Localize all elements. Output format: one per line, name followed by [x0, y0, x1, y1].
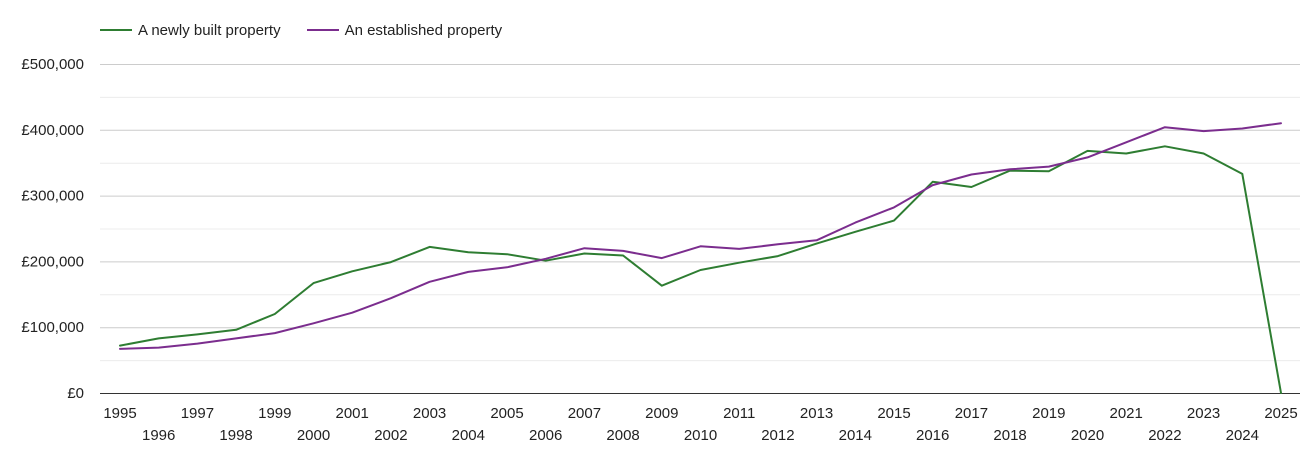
x-tick-label: 2002	[374, 427, 407, 444]
y-tick-label: £500,000	[21, 56, 84, 73]
x-tick-label: 2018	[993, 427, 1026, 444]
x-tick-label: 2022	[1148, 427, 1181, 444]
x-tick-label: 2024	[1226, 427, 1259, 444]
x-tick-label: 2008	[606, 427, 639, 444]
x-tick-label: 2004	[452, 427, 485, 444]
x-tick-label: 2000	[297, 427, 330, 444]
legend-swatch-established	[306, 29, 339, 31]
x-tick-label: 2012	[761, 427, 794, 444]
x-tick-label: 1999	[258, 405, 291, 422]
x-tick-label: 2017	[955, 405, 988, 422]
x-tick-label: 2013	[800, 405, 833, 422]
y-tick-label: £400,000	[21, 122, 84, 139]
x-tick-label: 1997	[181, 405, 214, 422]
x-tick-label: 2020	[1071, 427, 1104, 444]
x-tick-label: 1998	[219, 427, 252, 444]
series-line-new-build	[119, 145, 1282, 394]
x-tick-label: 2021	[1110, 405, 1143, 422]
x-tick-label: 2015	[877, 405, 910, 422]
x-tick-label: 2023	[1187, 405, 1220, 422]
x-tick-label: 2003	[413, 405, 446, 422]
x-tick-label: 2014	[839, 427, 872, 444]
x-tick-label: 2019	[1032, 405, 1065, 422]
x-tick-label: 2005	[490, 405, 523, 422]
x-tick-label: 2011	[723, 405, 755, 422]
y-tick-label: £200,000	[21, 253, 84, 270]
x-tick-label: 2006	[529, 427, 562, 444]
x-tick-label: 1996	[142, 427, 175, 444]
legend-label-established: An established property	[344, 21, 503, 39]
y-tick-label: £100,000	[21, 319, 84, 336]
x-tick-label: 2001	[336, 405, 369, 422]
legend-item-new-build[interactable]: A newly built property	[100, 22, 281, 39]
x-tick-label: 2007	[568, 405, 601, 422]
legend-label-new-build: A newly built property	[138, 21, 281, 39]
series-line-established	[119, 122, 1282, 350]
x-tick-label: 2025	[1264, 405, 1297, 422]
legend-item-established[interactable]: An established property	[306, 21, 503, 39]
chart-legend: A newly built property An established pr…	[100, 18, 528, 42]
y-tick-label: £0	[67, 385, 84, 402]
x-tick-label: 2016	[916, 427, 949, 444]
x-tick-label: 2009	[645, 405, 678, 422]
y-tick-label: £300,000	[21, 188, 84, 205]
x-tick-label: 1995	[103, 405, 136, 422]
x-tick-label: 2010	[684, 427, 717, 444]
legend-swatch-new-build	[100, 29, 132, 31]
